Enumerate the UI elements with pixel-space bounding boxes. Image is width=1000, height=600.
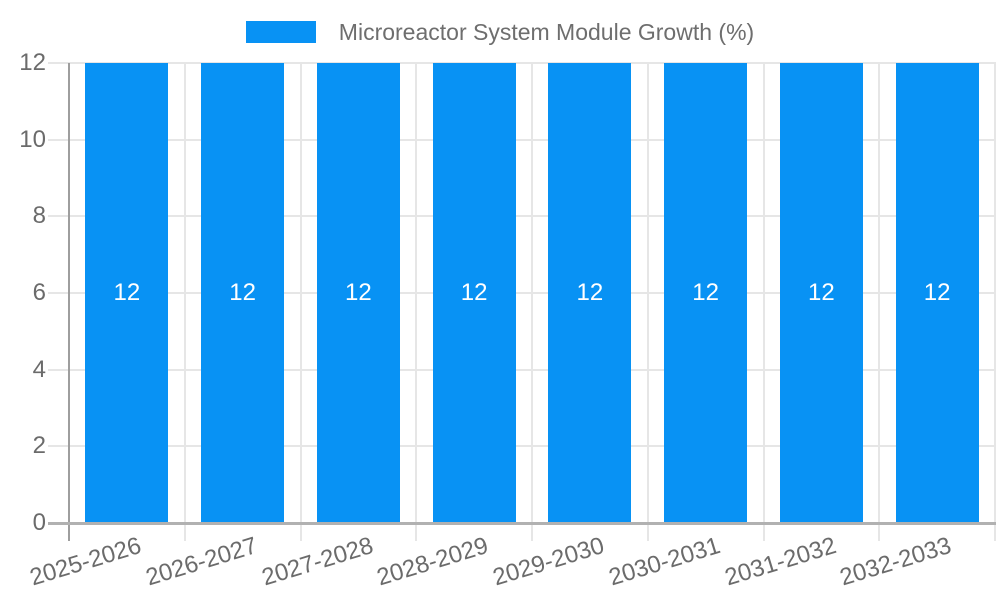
y-tick-label: 4 [32, 355, 46, 383]
y-tick-label: 12 [19, 49, 46, 76]
y-gridline [48, 445, 996, 448]
bar-value-label: 12 [229, 279, 256, 306]
y-tick-label: 0 [32, 509, 46, 536]
y-axis-line [68, 63, 70, 541]
y-gridline [48, 215, 996, 218]
x-tick-label: 2027-2028 [258, 532, 376, 592]
bar-value-label: 12 [576, 279, 604, 306]
x-gridline [994, 63, 996, 541]
bar[interactable]: 12 [201, 63, 285, 523]
legend-swatch [245, 21, 316, 43]
y-tick-label: 8 [32, 202, 46, 230]
bar-value-label: 12 [460, 279, 488, 306]
bar-value-label: 12 [692, 279, 719, 306]
x-gridline [531, 63, 533, 541]
x-gridline [183, 63, 186, 541]
x-tick-label: 2028-2029 [374, 532, 492, 592]
bar-value-label: 12 [345, 279, 372, 306]
chart-legend[interactable]: Microreactor System Module Growth (%) [0, 19, 1000, 45]
x-gridline [646, 63, 649, 541]
bar[interactable]: 12 [664, 63, 748, 523]
bar[interactable]: 12 [548, 63, 632, 523]
y-tick-label: 10 [19, 125, 46, 153]
bar-value-label: 12 [923, 279, 951, 306]
x-tick-label: 2029-2030 [489, 532, 608, 592]
y-gridline [48, 368, 996, 371]
y-gridline [48, 292, 996, 294]
y-tick-label: 2 [32, 432, 46, 460]
y-tick-label: 6 [32, 279, 46, 306]
bar[interactable]: 12 [432, 63, 516, 523]
x-tick-label: 2030-2031 [605, 532, 724, 592]
bar-value-label: 12 [808, 279, 835, 306]
x-tick-label: 2032-2033 [837, 532, 955, 592]
x-gridline [762, 63, 765, 541]
bar[interactable]: 12 [779, 63, 863, 523]
y-gridline [48, 138, 996, 141]
x-axis-line [48, 522, 996, 525]
bar[interactable]: 12 [316, 63, 400, 523]
bar[interactable]: 12 [895, 63, 979, 523]
x-tick-label: 2031-2032 [721, 532, 839, 592]
y-gridline [48, 62, 996, 64]
x-gridline [299, 63, 302, 541]
x-tick-label: 2025-2026 [26, 532, 145, 592]
x-tick-label: 2026-2027 [142, 532, 261, 592]
x-gridline [415, 63, 418, 541]
legend-label: Microreactor System Module Growth (%) [338, 19, 755, 45]
x-gridline [878, 63, 881, 541]
bar[interactable]: 12 [85, 63, 169, 523]
bar-value-label: 12 [113, 279, 141, 306]
